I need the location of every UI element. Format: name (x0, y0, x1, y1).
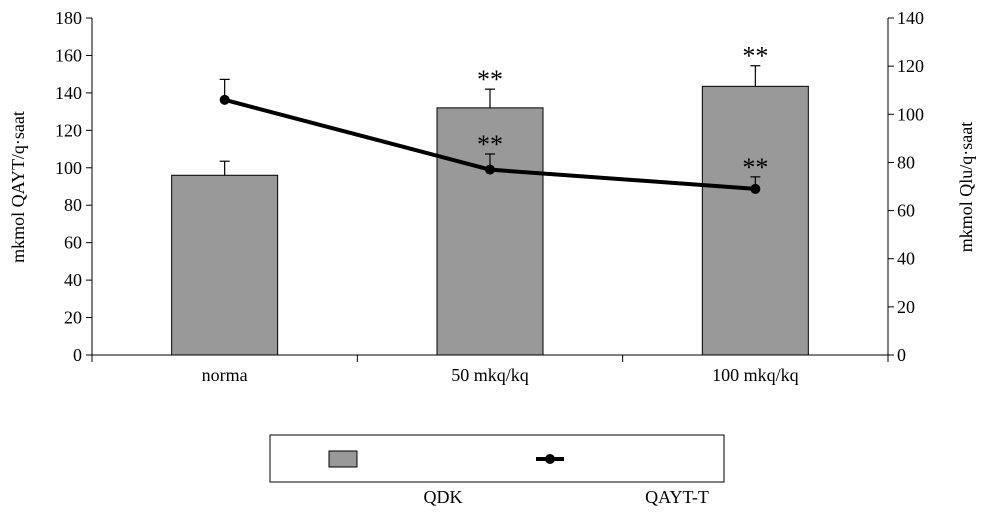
bar-significance-label: ** (477, 65, 503, 94)
y-tick-label: 120 (55, 120, 82, 140)
x-tick-label: norma (202, 365, 248, 385)
y-tick-label: 20 (64, 308, 82, 328)
line-point (219, 94, 230, 105)
y2-tick-label: 120 (897, 56, 924, 76)
bar (171, 174, 279, 356)
legend-swatch-marker (545, 454, 555, 464)
plot-area: 0 20 40 60 80 100 120 140 160 180 0 20 40 60 80 100 120 1… (55, 8, 924, 385)
y2-tick-label: 60 (897, 201, 915, 221)
line-point (750, 183, 761, 194)
legend-box (269, 434, 725, 483)
line-significance-label: ** (742, 153, 768, 182)
y2-tick-label: 80 (897, 152, 915, 172)
line-point (485, 164, 495, 175)
y2-tick-label: 40 (897, 249, 915, 269)
y-tick-label: 80 (64, 195, 82, 215)
legend: QDK QAYT-T (269, 434, 725, 507)
y2-tick-label: 140 (897, 8, 924, 28)
y2-tick-label: 100 (897, 104, 924, 124)
y-tick-label: 0 (73, 345, 82, 365)
y-tick-label: 40 (64, 270, 82, 290)
legend-label-qdk: QDK (424, 487, 463, 507)
y-axis-label: mkmol QAYT/q·saat (8, 111, 28, 263)
y2-tick-label: 0 (897, 345, 906, 365)
y-tick-label: 160 (55, 45, 82, 65)
bar (436, 107, 544, 356)
legend-label-qayt-t: QAYT-T (645, 487, 709, 507)
x-tick-label: 50 mkq/kq (451, 365, 529, 385)
y-tick-label: 180 (55, 8, 82, 28)
bar-significance-label: ** (742, 42, 768, 71)
y-tick-label: 60 (64, 233, 82, 253)
y-tick-label: 140 (55, 83, 82, 103)
x-tick-label: 100 mkq/kq (712, 365, 799, 385)
bar (701, 85, 809, 356)
y-tick-label: 100 (55, 158, 82, 178)
line-significance-label: ** (477, 130, 503, 159)
legend-swatch-bar (328, 450, 358, 468)
y2-tick-label: 20 (897, 297, 915, 317)
y2-axis-label: mkmol Qlu/q·saat (956, 122, 976, 252)
